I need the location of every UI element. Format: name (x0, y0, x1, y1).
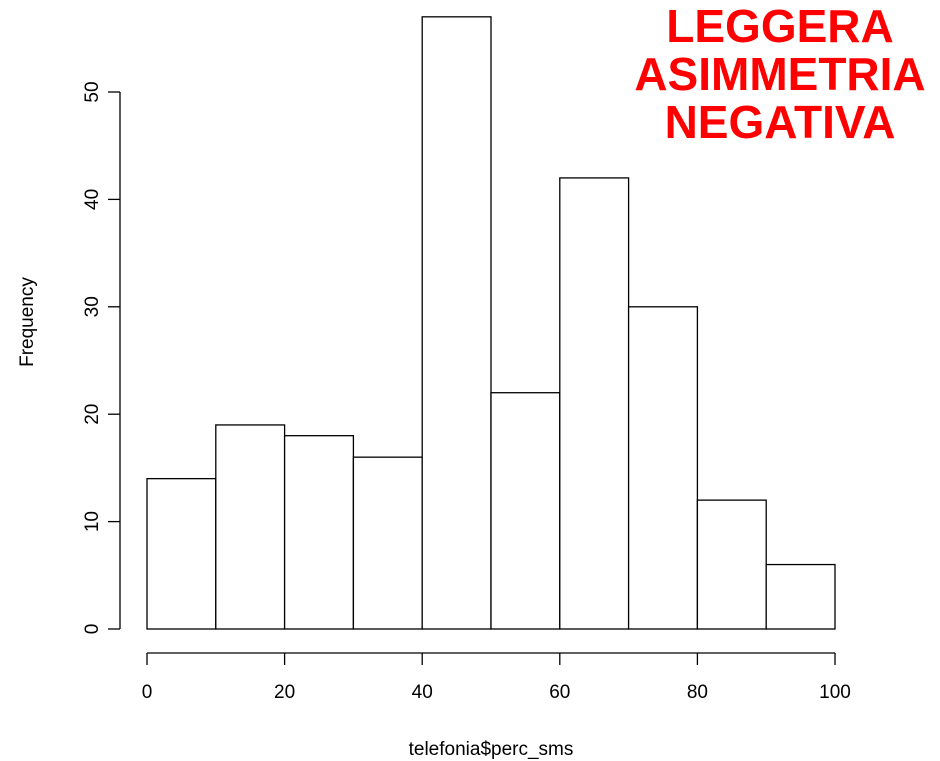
histogram-bar-90-100 (765, 563, 836, 630)
histogram-bar-50-60 (490, 392, 561, 630)
histogram-bar-40-50 (421, 16, 492, 630)
histogram-bar-10-20 (215, 424, 286, 630)
histogram-bar-30-40 (352, 456, 423, 630)
annotation-line-3: NEGATIVA (665, 96, 896, 148)
y-tick-label: 10 (82, 511, 103, 532)
y-tick-label: 50 (82, 81, 103, 102)
x-axis: 0 20 40 60 80 100 (142, 652, 851, 703)
y-tick-label: 0 (82, 624, 103, 635)
y-tick-label: 40 (82, 189, 103, 210)
histogram-bar-20-30 (283, 435, 355, 630)
histogram-bar-0-10 (146, 477, 217, 630)
x-tick-label: 100 (819, 682, 851, 703)
histogram-bar-80-90 (696, 499, 767, 630)
x-tick-label: 40 (412, 682, 433, 703)
bars-group (146, 16, 836, 630)
annotation-line-1: LEGGERA (666, 0, 893, 52)
histogram-bar-70-80 (627, 306, 699, 630)
y-tick-label: 30 (82, 296, 103, 317)
x-tick-label: 20 (274, 682, 295, 703)
x-tick-label: 0 (142, 682, 153, 703)
x-axis-title: telefonia$perc_sms (409, 739, 574, 760)
annotation: LEGGERA ASIMMETRIA NEGATIVA (634, 0, 925, 148)
y-axis-title: Frequency (17, 277, 38, 367)
histogram-bar-60-70 (559, 177, 630, 630)
x-tick-label: 60 (549, 682, 570, 703)
x-tick-label: 80 (687, 682, 708, 703)
annotation-line-2: ASIMMETRIA (634, 48, 925, 100)
y-axis: 0 10 20 30 40 50 (82, 81, 121, 635)
y-tick-label: 20 (82, 404, 103, 425)
